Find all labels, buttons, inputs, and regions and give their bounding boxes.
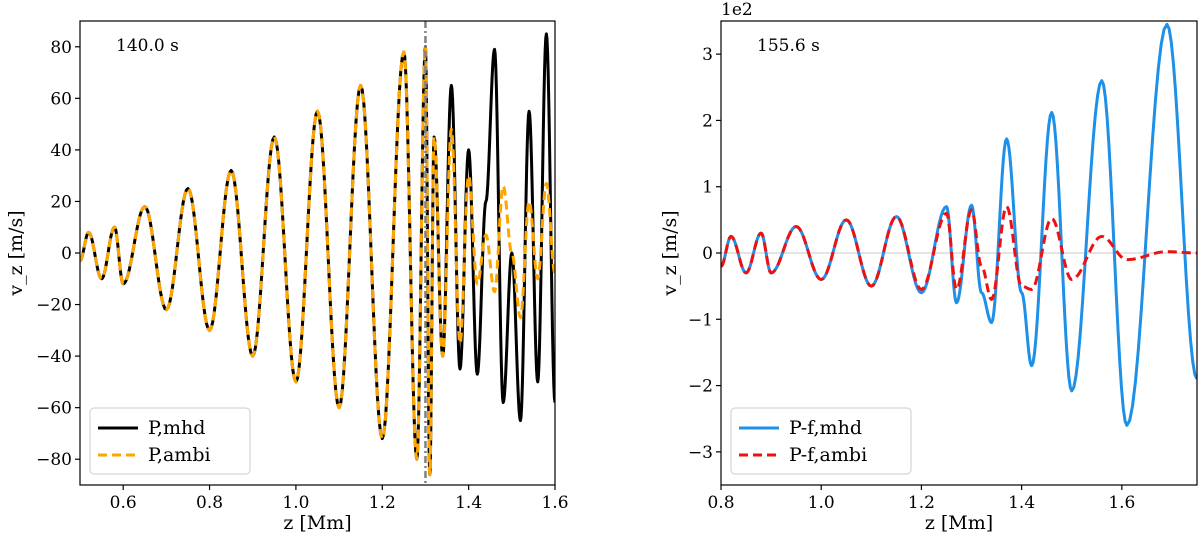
plot-area [721, 22, 1197, 427]
y-tick-label: 0 [61, 244, 72, 264]
x-tick-label: 1.0 [808, 493, 835, 513]
y-tick-label: −2 [688, 377, 713, 397]
y-tick-label: 0 [702, 244, 713, 264]
y-tick-label: −60 [36, 399, 72, 419]
y-tick-label: −20 [36, 296, 72, 316]
y-tick-label: 2 [702, 111, 713, 131]
y-tick-label: 20 [50, 192, 72, 212]
legend-label-P,ambi: P,ambi [148, 444, 211, 466]
y-tick-label: −3 [688, 443, 713, 463]
y-tick-label: −40 [36, 347, 72, 367]
x-tick-label: 1.6 [541, 493, 568, 513]
y-tick-label: 80 [50, 38, 72, 58]
y-axis-label: v_z [m/s] [659, 210, 681, 296]
x-tick-label: 1.0 [282, 493, 309, 513]
chart-left: 0.6 0.8 1.0 1.2 1.4 1.6 80 60 40 20 0 −20 −40 −60 −80 z… [5, 20, 569, 534]
legend-label-P-f,ambi: P-f,ambi [789, 444, 867, 466]
y-axis-label: v_z [m/s] [5, 210, 27, 296]
y-tick-label: 1 [702, 178, 713, 198]
x-tick-label: 1.4 [455, 493, 482, 513]
x-axis-label: z [Mm] [283, 512, 351, 534]
time-annotation: 140.0 s [116, 36, 179, 56]
series-line-P-f,ambi [721, 205, 1197, 301]
time-annotation: 155.6 s [757, 36, 820, 56]
legend-box [89, 407, 251, 475]
scale-multiplier-label: 1e2 [721, 0, 753, 20]
legend-label-P,mhd: P,mhd [148, 417, 205, 439]
x-axis-label: z [Mm] [925, 512, 993, 534]
x-tick-label: 1.2 [908, 493, 935, 513]
y-tick-label: −1 [688, 310, 713, 330]
x-tick-label: 1.2 [369, 493, 396, 513]
x-tick-label: 0.8 [196, 493, 223, 513]
x-tick-label: 1.4 [1008, 493, 1035, 513]
plot-area [80, 21, 555, 485]
series-line-P,ambi [80, 45, 555, 477]
x-tick-label: 0.8 [707, 493, 734, 513]
x-tick-label: 1.6 [1108, 493, 1135, 513]
y-tick-label: 40 [50, 141, 72, 161]
series-line-P-f,mhd [721, 22, 1197, 427]
legend-box [730, 407, 912, 475]
y-tick-label: −80 [36, 450, 72, 470]
legend-label-P-f,mhd: P-f,mhd [789, 417, 862, 439]
x-tick-label: 0.6 [110, 493, 137, 513]
y-tick-label: 60 [50, 89, 72, 109]
chart-right: 0.8 1.0 1.2 1.4 1.6 3 2 1 0 −1 −2 −3 z [Mm] v_z [m/s]… [659, 0, 1198, 534]
y-tick-label: 3 [702, 45, 713, 65]
